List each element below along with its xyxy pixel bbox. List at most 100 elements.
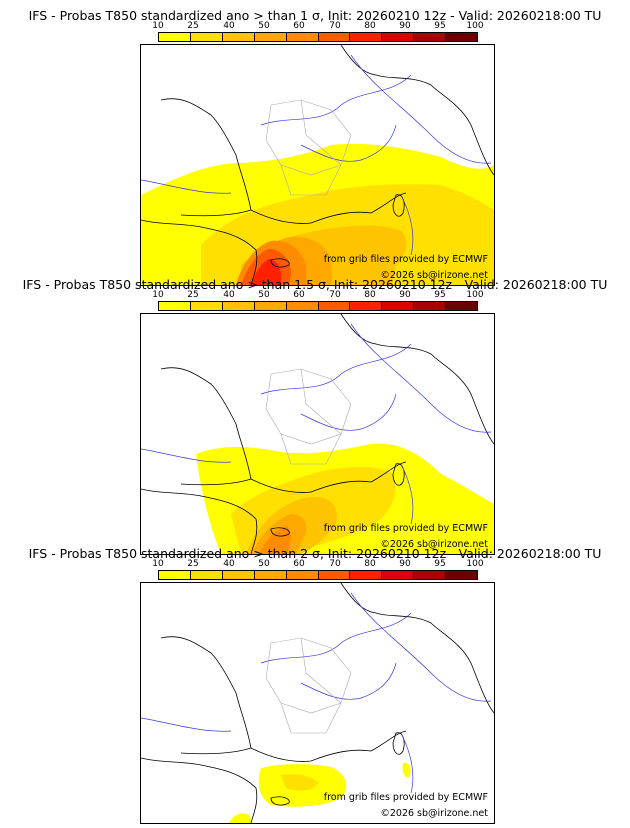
legend-colorbar	[158, 32, 478, 42]
legend-swatch	[446, 33, 478, 41]
river	[350, 54, 492, 164]
legend-tick-labels: 10 25 40 50 60 70 80 90 95 100	[152, 559, 483, 570]
coastline	[250, 730, 407, 762]
coastline	[141, 488, 258, 554]
legend-tick: 95	[434, 290, 446, 300]
coastline	[160, 636, 252, 755]
legend-tick: 95	[434, 559, 446, 569]
corsica	[392, 732, 405, 755]
map-svg	[141, 45, 494, 285]
admin-border	[280, 702, 342, 734]
river	[300, 393, 397, 431]
copyright: ©2026 sb@irizone.net	[380, 270, 488, 281]
legend-swatch	[254, 33, 287, 41]
legend-swatch	[414, 302, 447, 310]
legend-colorbar	[158, 570, 478, 580]
corsica	[392, 463, 405, 486]
legend-tick: 70	[329, 290, 341, 300]
river	[350, 592, 492, 702]
legend-swatch	[382, 302, 415, 310]
legend-swatch	[286, 33, 319, 41]
legend-swatch	[414, 33, 447, 41]
legend-tick: 90	[399, 559, 411, 569]
legend-tick: 10	[152, 559, 164, 569]
river	[400, 463, 414, 525]
map-svg	[141, 583, 494, 823]
legend-tick: 60	[293, 559, 305, 569]
legend-swatch	[190, 302, 223, 310]
legend-tick: 50	[258, 559, 270, 569]
panel-title: IFS - Probas T850 standardized ano > tha…	[28, 8, 602, 23]
prob-area-25	[281, 774, 319, 791]
legend-swatch	[350, 302, 383, 310]
legend-swatch	[414, 571, 447, 579]
coastline	[160, 367, 252, 486]
legend-swatch	[446, 571, 478, 579]
legend-tick: 80	[364, 21, 376, 31]
legend-tick: 100	[466, 559, 484, 569]
river	[260, 343, 412, 395]
legend-swatch	[318, 571, 351, 579]
map-svg	[141, 314, 494, 554]
river	[260, 612, 412, 664]
copyright: ©2026 sb@irizone.net	[380, 539, 488, 550]
legend-colorbar	[158, 301, 478, 311]
river	[300, 662, 397, 700]
legend-swatch	[159, 571, 191, 579]
island	[270, 796, 290, 806]
prob-area-10	[402, 762, 411, 778]
river	[141, 717, 232, 732]
legend-tick: 60	[293, 21, 305, 31]
legend-tick: 25	[187, 21, 199, 31]
legend-tick: 10	[152, 290, 164, 300]
river	[350, 323, 492, 433]
color-legend: 10 25 40 50 60 70 80 90 95 100	[152, 290, 484, 312]
data-credit: from grib files provided by ECMWF	[323, 254, 488, 265]
admin-border	[300, 368, 342, 435]
legend-tick: 95	[434, 21, 446, 31]
legend-swatch	[446, 302, 478, 310]
legend-tick: 70	[329, 559, 341, 569]
legend-swatch	[222, 302, 255, 310]
river	[260, 74, 412, 126]
island	[270, 527, 290, 537]
coastline	[340, 45, 494, 176]
legend-swatch	[286, 571, 319, 579]
legend-tick: 90	[399, 21, 411, 31]
legend-swatch	[159, 302, 191, 310]
legend-tick: 80	[364, 559, 376, 569]
map-panel-2sigma: IFS - Probas T850 standardized ano > tha…	[0, 546, 630, 824]
prob-area-10	[229, 813, 251, 823]
legend-swatch	[318, 33, 351, 41]
coastline	[340, 583, 494, 714]
corsica	[392, 194, 405, 217]
legend-tick: 25	[187, 290, 199, 300]
river	[141, 179, 232, 194]
coastline	[340, 314, 494, 445]
legend-swatch	[190, 571, 223, 579]
legend-swatch	[318, 302, 351, 310]
legend-tick: 10	[152, 21, 164, 31]
coastline	[160, 98, 252, 217]
legend-tick: 90	[399, 290, 411, 300]
admin-border	[300, 637, 342, 704]
legend-tick: 40	[223, 559, 235, 569]
legend-tick: 50	[258, 21, 270, 31]
coastline	[141, 757, 258, 823]
map-panel-1.5sigma: IFS - Probas T850 standardized ano > tha…	[0, 277, 630, 555]
legend-swatch	[222, 33, 255, 41]
coastline	[250, 192, 407, 224]
map-panel-1sigma: IFS - Probas T850 standardized ano > tha…	[0, 8, 630, 286]
legend-swatch	[254, 302, 287, 310]
legend-swatch	[286, 302, 319, 310]
legend-swatch	[222, 571, 255, 579]
legend-swatch	[382, 571, 415, 579]
legend-swatch	[159, 33, 191, 41]
river	[141, 448, 232, 463]
legend-tick: 60	[293, 290, 305, 300]
legend-tick: 100	[466, 21, 484, 31]
panel-title: IFS - Probas T850 standardized ano > tha…	[28, 546, 602, 561]
legend-tick: 25	[187, 559, 199, 569]
legend-tick: 70	[329, 21, 341, 31]
color-legend: 10 25 40 50 60 70 80 90 95 100	[152, 21, 484, 43]
